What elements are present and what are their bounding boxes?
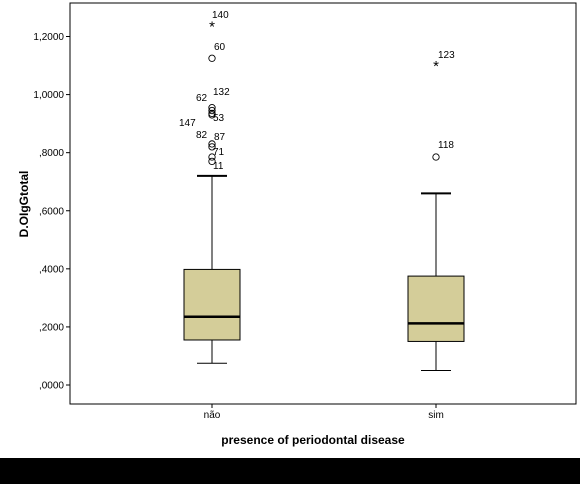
outlier-id-label: 71 (213, 147, 225, 158)
y-tick-label: ,6000 (39, 206, 64, 217)
outlier-circle-marker (208, 54, 216, 62)
y-tick-label: 1,0000 (33, 90, 64, 101)
outlier-id-label: 11 (213, 161, 224, 172)
outlier-id-label: 82 (196, 130, 208, 141)
y-tick-label: ,4000 (39, 264, 64, 275)
outlier-circle-marker (208, 104, 216, 112)
outlier-circle-marker (208, 143, 216, 151)
outlier-circle-marker (208, 153, 216, 161)
outlier-circle-marker (208, 140, 216, 148)
outlier-id-label: 140 (212, 10, 229, 21)
box-iqr (183, 268, 241, 341)
y-tick-label: 1,2000 (33, 32, 64, 43)
outlier-circle-marker (208, 106, 216, 115)
outlier-id-label: 147 (179, 118, 196, 129)
y-axis-title: D.OIgGtotal (17, 171, 31, 238)
x-tick-label: não (204, 410, 221, 421)
outlier-id-label: 123 (438, 50, 455, 61)
x-axis-title: presence of periodontal disease (221, 433, 405, 447)
y-tick-label: ,8000 (39, 148, 64, 159)
outlier-circle-marker (432, 153, 440, 161)
outlier-id-label: 62 (196, 93, 208, 104)
outlier-id-label: 53 (213, 113, 225, 124)
footer-bar (0, 458, 580, 484)
y-tick-label: ,2000 (39, 322, 64, 333)
outlier-id-label: 60 (214, 42, 226, 53)
outlier-id-label: 132 (213, 87, 230, 98)
outlier-circle-marker (208, 157, 216, 166)
y-tick-label: ,0000 (39, 381, 64, 392)
outlier-star-marker: * (209, 18, 215, 35)
outlier-id-label: 118 (438, 140, 454, 151)
outlier-circle-marker (208, 111, 216, 119)
outlier-id-label: 87 (214, 132, 226, 143)
box-iqr (407, 275, 465, 342)
x-tick-label: sim (428, 410, 444, 421)
plot-frame (69, 2, 577, 405)
outlier-star-marker: * (433, 58, 439, 75)
